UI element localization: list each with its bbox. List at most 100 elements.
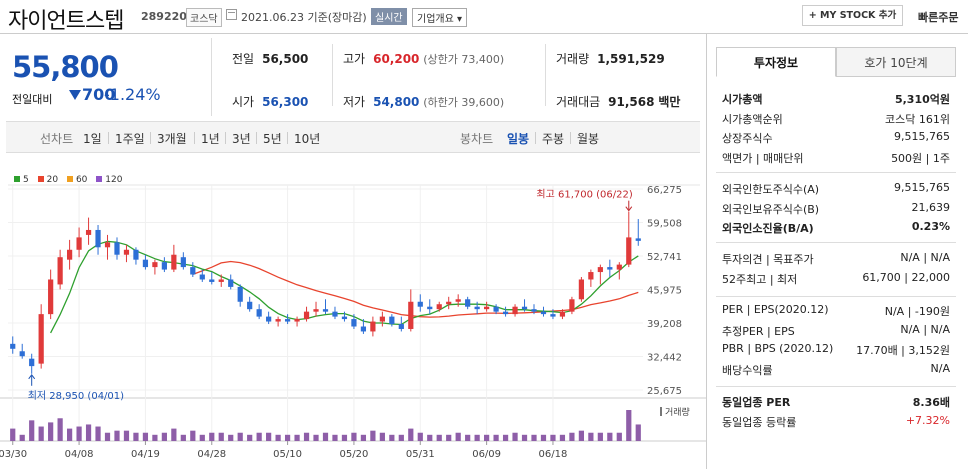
candle-body: [10, 343, 16, 349]
invest-key: 동일업종 등락률: [722, 415, 797, 429]
open-price: 시가 56,300: [232, 95, 309, 109]
candle-body: [531, 309, 537, 312]
candle-body: [85, 229, 92, 235]
volume-bar: [247, 434, 253, 441]
invest-value: 9,515,765: [894, 130, 950, 143]
volume-bar: [607, 432, 613, 441]
candle-body: [48, 279, 54, 315]
ma60-swatch: [66, 176, 73, 182]
invest-value: 17.70배 | 3,152원: [856, 344, 950, 357]
candle-body: [29, 358, 35, 367]
line-period-1d[interactable]: 1일: [83, 132, 102, 146]
add-mystock-button[interactable]: + MY STOCK 추가: [802, 5, 903, 26]
invest-row: 52주최고 | 최저 61,700 | 22,000: [720, 271, 950, 290]
company-info-button[interactable]: 기업개요 ▾: [412, 8, 468, 27]
y-tick-label: 25,675: [647, 386, 682, 397]
candle-body: [417, 301, 423, 307]
invest-value: 500원 | 1주: [891, 151, 950, 165]
candle-body: [218, 279, 224, 282]
x-tick-label: 05/31: [406, 449, 435, 460]
candle-body: [294, 319, 300, 322]
volume-bar: [569, 432, 575, 441]
x-tick-label: 03/30: [0, 449, 27, 460]
line-period-10y[interactable]: 10년: [294, 132, 321, 146]
min-arrow-head: [28, 373, 36, 380]
volume-bar: [635, 424, 641, 441]
volume-bar: [237, 432, 243, 441]
candle-body: [607, 267, 613, 270]
invest-row: 시가총액순위 코스닥 161위: [720, 111, 950, 130]
invest-row: 동일업종 PER 8.36배: [720, 394, 950, 413]
current-price: 55,800: [12, 50, 119, 84]
volume-bar: [114, 430, 120, 441]
candle-body: [247, 301, 253, 310]
volume-bar: [171, 428, 177, 441]
candle-body: [370, 321, 376, 332]
volume-bar: [303, 432, 310, 441]
volume-bar: [66, 428, 73, 441]
y-tick-label: 32,442: [647, 352, 682, 363]
invest-key: 외국인한도주식수(A): [722, 183, 820, 196]
candle-body: [114, 242, 120, 255]
ma-legend: 5 20 60 120: [14, 175, 122, 185]
invest-key: 추정PER | EPS: [722, 324, 795, 338]
candle-body: [398, 324, 404, 329]
y-tick-label: 45,975: [647, 286, 682, 297]
volume-bar: [332, 434, 338, 441]
invest-key: 52주최고 | 최저: [722, 272, 798, 286]
line-period-5y[interactable]: 5년: [263, 132, 282, 146]
header-divider: [0, 33, 968, 34]
tab-invest-info[interactable]: 투자정보: [716, 47, 836, 77]
invest-value: 5,310억원: [894, 93, 950, 106]
low-price: 저가 54,800 (하한가 39,600): [343, 95, 505, 109]
candle-body: [38, 314, 44, 364]
line-period-3y[interactable]: 3년: [232, 132, 251, 146]
candle-body: [266, 316, 272, 322]
volume-bar: [512, 432, 518, 441]
line-period-1y[interactable]: 1년: [201, 132, 220, 146]
candle-weekly[interactable]: 주봉: [542, 132, 565, 146]
y-tick-label: 59,508: [647, 219, 682, 230]
quick-order-button[interactable]: 빠른주문: [918, 11, 959, 24]
candle-body: [133, 249, 139, 260]
volume-bar: [626, 410, 632, 441]
volume-bar: [465, 434, 471, 441]
volume-bar: [152, 434, 158, 441]
candle-body: [284, 319, 291, 322]
candle-daily[interactable]: 일봉: [507, 132, 530, 146]
invest-row: 투자의견 | 목표주가 N/A | N/A: [720, 251, 950, 270]
volume-bar: [484, 434, 490, 441]
candle-body: [540, 311, 547, 315]
candle-body: [199, 274, 205, 280]
volume-bar: [104, 432, 111, 441]
candle-body: [360, 326, 367, 332]
panel-divider: [716, 386, 956, 387]
candle-body: [559, 311, 566, 317]
candle-body: [190, 267, 196, 275]
volume-bar: [550, 434, 556, 441]
change-value: 700: [69, 85, 115, 104]
invest-key: 시가총액순위: [722, 112, 783, 126]
line-period-1w[interactable]: 1주일: [115, 132, 145, 146]
tab-orderbook[interactable]: 호가 10단계: [836, 47, 956, 77]
market-badge: 코스닥: [186, 8, 222, 27]
candle-body: [123, 249, 130, 255]
x-tick-label: 04/28: [197, 449, 226, 460]
volume-bar: [493, 434, 499, 441]
line-period-3m[interactable]: 3개월: [157, 132, 187, 146]
candle-body: [502, 311, 509, 315]
candlestick-chart[interactable]: 66,275 59,508 52,741 45,975 39,208 32,442 25,6…: [0, 165, 706, 469]
max-arrow-head: [625, 206, 633, 212]
invest-row: 외국인보유주식수(B) 21,639: [720, 201, 950, 220]
invest-key: 배당수익률: [722, 363, 773, 377]
volume-bar: [209, 432, 215, 441]
invest-row: 외국인소진율(B/A) 0.23%: [720, 220, 950, 239]
invest-key: 외국인소진율(B/A): [722, 222, 814, 235]
volume-bar: [597, 432, 603, 441]
candle-body: [161, 262, 167, 270]
candle-body: [484, 306, 490, 310]
candle-monthly[interactable]: 월봉: [577, 132, 600, 146]
realtime-button[interactable]: 실시간: [371, 8, 407, 25]
candle-body: [389, 316, 395, 325]
invest-row: 액면가 | 매매단위 500원 | 1주: [720, 150, 950, 169]
